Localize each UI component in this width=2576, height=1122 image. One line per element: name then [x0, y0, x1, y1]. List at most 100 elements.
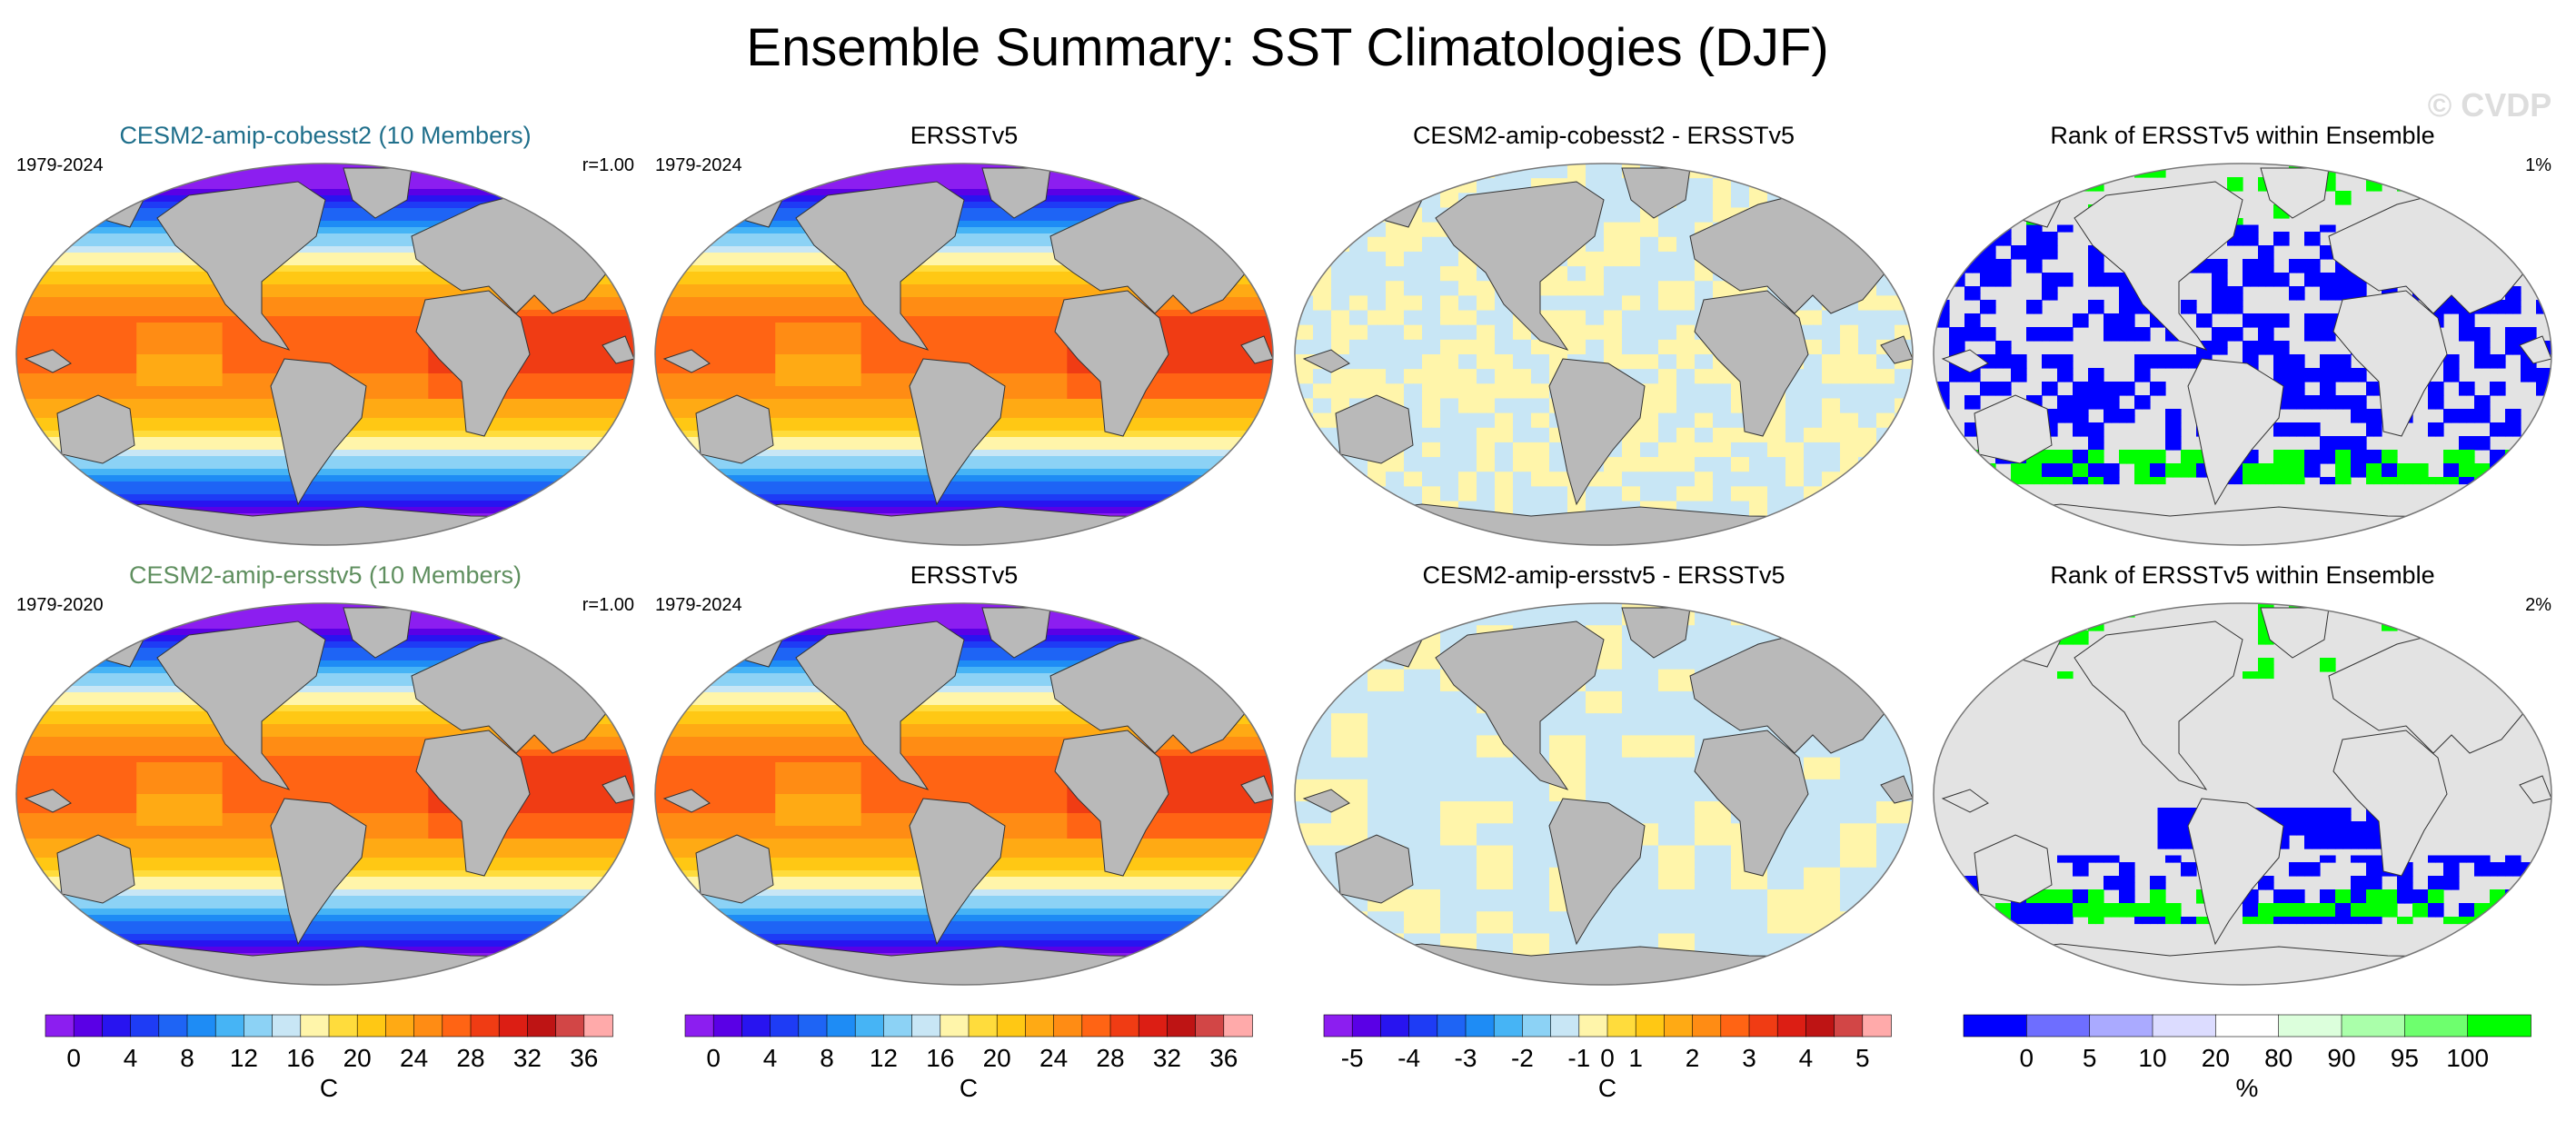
colorbar-swatch	[130, 1014, 160, 1038]
colorbar-swatch	[712, 1014, 743, 1038]
panel-title: CESM2-amip-ersstv5 - ERSSTv5	[1422, 561, 1785, 589]
colorbar-tick-label: 2	[1686, 1044, 1700, 1072]
colorbar-tick-label: -1	[1567, 1044, 1590, 1072]
map-panel-p8: Rank of ERSSTv5 within Ensemble 2%	[1933, 561, 2552, 986]
colorbar-swatch	[1862, 1014, 1892, 1038]
map-panel-p6: ERSSTv5 1979-2024	[654, 561, 1274, 986]
colorbar-swatch	[1351, 1014, 1382, 1038]
colorbar-swatch	[1380, 1014, 1410, 1038]
colorbar-swatch	[1053, 1014, 1083, 1038]
colorbar-swatch	[1578, 1014, 1608, 1038]
colorbar-cb4: 0 5 10 20 80 90 95 100%	[1963, 1014, 2531, 1102]
globe-outline	[654, 163, 1274, 546]
colorbar-cb3: -5 -4 -3 -2 -1 0 1 2 3 4 5 C	[1323, 1014, 1892, 1102]
colorbar-swatch	[272, 1014, 302, 1038]
colorbar-swatch	[2089, 1014, 2153, 1038]
colorbar-tick-label: 5	[1855, 1044, 1870, 1072]
colorbar-tick-label: 1	[1628, 1044, 1643, 1072]
colorbar-swatch	[1465, 1014, 1496, 1038]
colorbar-swatch	[2152, 1014, 2217, 1038]
colorbar-swatch	[1635, 1014, 1666, 1038]
colorbar-swatch	[1664, 1014, 1694, 1038]
colorbar-unit-label: C	[960, 1074, 978, 1102]
colorbar-tick-label: 32	[513, 1044, 542, 1072]
colorbar-swatch	[1963, 1014, 2028, 1038]
colorbar-swatch	[527, 1014, 557, 1038]
colorbar-swatch	[1138, 1014, 1169, 1038]
colorbar-swatch	[1493, 1014, 1524, 1038]
colorbar-tick-label: 0	[2020, 1044, 2034, 1072]
colorbar-swatch	[1323, 1014, 1354, 1038]
colorbar-swatch	[1522, 1014, 1552, 1038]
colorbar-unit-label: %	[2236, 1074, 2259, 1102]
colorbar-swatch	[798, 1014, 828, 1038]
colorbar-tick-label: -3	[1455, 1044, 1477, 1072]
colorbar-tick-label: 100	[2446, 1044, 2489, 1072]
colorbar-tick-label: 12	[870, 1044, 898, 1072]
colorbar-swatch	[2404, 1014, 2469, 1038]
colorbar-swatch	[968, 1014, 999, 1038]
map-panel-p1: CESM2-amip-cobesst2 (10 Members) 1979-202…	[15, 122, 635, 546]
colorbar-tick-label: 16	[926, 1044, 954, 1072]
panel-title: ERSSTv5	[910, 561, 1019, 589]
colorbar-tick-label: 90	[2327, 1044, 2355, 1072]
panel-title: CESM2-amip-cobesst2 (10 Members)	[119, 122, 531, 149]
colorbar-tick-label: 20	[983, 1044, 1011, 1072]
globe-outline	[1933, 163, 2552, 546]
colorbar-swatch	[1692, 1014, 1722, 1038]
colorbar-tick-label: 0	[706, 1044, 721, 1072]
globe-outline	[654, 602, 1274, 986]
map-panel-p4: Rank of ERSSTv5 within Ensemble 1%	[1933, 122, 2552, 546]
map-panel-p2: ERSSTv5 1979-2024	[654, 122, 1274, 546]
colorbar-swatch	[300, 1014, 330, 1038]
colorbar-swatch	[1081, 1014, 1111, 1038]
colorbar-tick-label: 36	[1209, 1044, 1238, 1072]
colorbar-tick-label: 3	[1742, 1044, 1756, 1072]
colorbar-swatch	[1805, 1014, 1835, 1038]
panel-title: CESM2-amip-ersstv5 (10 Members)	[129, 561, 522, 589]
colorbar-tick-label: 4	[124, 1044, 138, 1072]
colorbar-tick-label: 0	[66, 1044, 81, 1072]
colorbar-swatch	[1109, 1014, 1140, 1038]
colorbar-swatch	[996, 1014, 1027, 1038]
colorbar-swatch	[583, 1014, 613, 1038]
colorbar-swatch	[555, 1014, 585, 1038]
colorbar-swatch	[356, 1014, 387, 1038]
colorbar-swatch	[1606, 1014, 1637, 1038]
colorbar-swatch	[385, 1014, 415, 1038]
colorbar-tick-label: 80	[2264, 1044, 2293, 1072]
colorbar-tick-label: 95	[2391, 1044, 2419, 1072]
panel-stat-label: r=1.00	[582, 155, 634, 175]
colorbar-swatch	[2341, 1014, 2406, 1038]
colorbar-swatch	[470, 1014, 501, 1038]
panel-title: ERSSTv5	[910, 122, 1019, 149]
colorbar-swatch	[911, 1014, 941, 1038]
globe-outline	[15, 602, 635, 986]
globe-outline	[15, 163, 635, 546]
colorbar-swatch	[244, 1014, 274, 1038]
colorbar-tick-label: 4	[1799, 1044, 1814, 1072]
colorbar-swatch	[883, 1014, 913, 1038]
colorbar-swatch	[940, 1014, 970, 1038]
colorbar-swatch	[1195, 1014, 1225, 1038]
colorbar-swatch	[2026, 1014, 2091, 1038]
colorbar-swatch	[770, 1014, 800, 1038]
colorbar-tick-label: 20	[2202, 1044, 2230, 1072]
colorbar-swatch	[2278, 1014, 2342, 1038]
colorbar-tick-label: 28	[456, 1044, 484, 1072]
panel-stat-label: 2%	[2525, 595, 2551, 615]
colorbar-tick-label: 24	[1039, 1044, 1068, 1072]
colorbar-swatch	[413, 1014, 443, 1038]
panel-title: Rank of ERSSTv5 within Ensemble	[2050, 561, 2434, 589]
colorbar-tick-label: -2	[1511, 1044, 1534, 1072]
colorbar-unit-label: C	[320, 1074, 338, 1102]
colorbar-tick-label: 4	[763, 1044, 778, 1072]
colorbar-tick-label: 36	[570, 1044, 598, 1072]
colorbar-swatch	[2467, 1014, 2531, 1038]
colorbar-swatch	[1408, 1014, 1438, 1038]
colorbar-swatch	[1223, 1014, 1253, 1038]
colorbar-tick-label: 5	[2083, 1044, 2097, 1072]
colorbar-swatch	[1025, 1014, 1055, 1038]
panel-title: Rank of ERSSTv5 within Ensemble	[2050, 122, 2434, 149]
panel-period-label: 1979-2024	[655, 155, 742, 175]
